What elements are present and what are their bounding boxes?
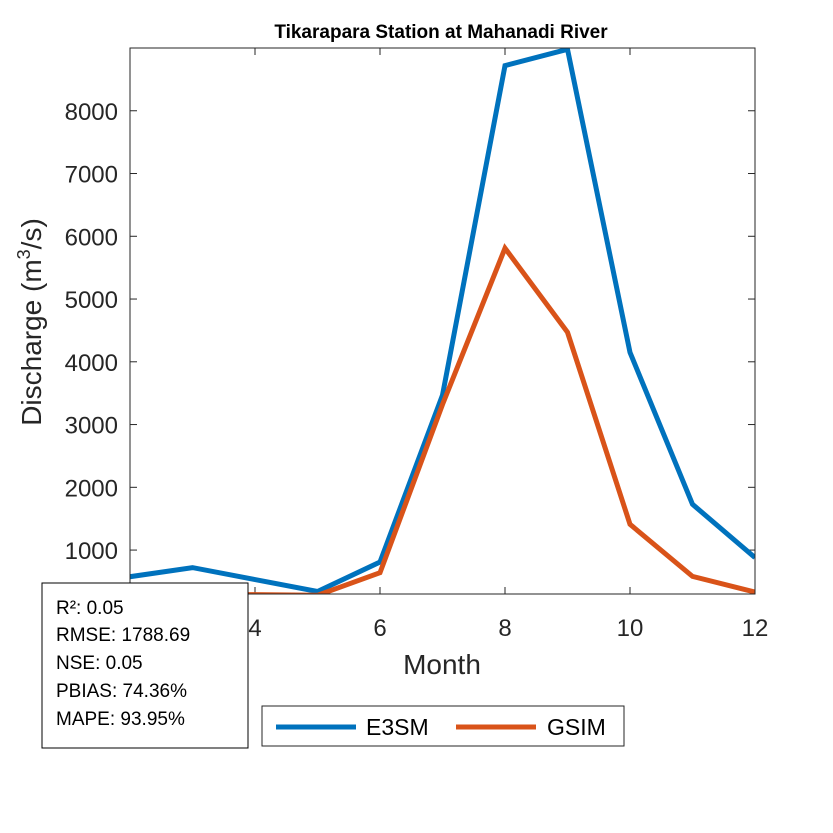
- series-line-e3sm: [130, 48, 755, 594]
- x-tick-label: 12: [742, 615, 769, 642]
- legend: E3SM GSIM: [261, 705, 625, 747]
- chart-title: Tikarapara Station at Mahanadi River: [274, 22, 608, 43]
- y-axis-label-tail: /s): [16, 218, 47, 249]
- stat-nse: NSE: 0.05: [56, 653, 143, 674]
- x-tick-label: 4: [248, 615, 261, 642]
- x-tick-label: 6: [373, 615, 386, 642]
- legend-label-gsim: GSIM: [547, 714, 606, 740]
- x-tick-label: 10: [617, 615, 644, 642]
- y-tick-label: 7000: [65, 162, 118, 189]
- y-axis-label: Discharge (m3/s): [14, 218, 47, 426]
- stat-rmse: RMSE: 1788.69: [56, 625, 190, 646]
- stat-mape: MAPE: 93.95%: [56, 709, 185, 730]
- x-tick-label: 8: [498, 615, 511, 642]
- plot-frame: [129, 47, 756, 595]
- y-tick-label: 4000: [65, 350, 118, 377]
- legend-label-e3sm: E3SM: [366, 714, 429, 740]
- y-axis-label-main: Discharge (m: [16, 259, 47, 425]
- y-tick-label: 6000: [65, 224, 118, 251]
- y-axis-ticks: 1000 2000 3000 4000 5000 6000 7000 8000: [65, 99, 755, 565]
- y-tick-label: 8000: [65, 99, 118, 126]
- stats-box: R²: 0.05 RMSE: 1788.69 NSE: 0.05 PBIAS: …: [41, 582, 249, 749]
- y-tick-label: 3000: [65, 413, 118, 440]
- series-line-gsim: [130, 243, 755, 594]
- stat-r2: R²: 0.05: [56, 598, 124, 619]
- y-tick-label: 5000: [65, 287, 118, 314]
- x-axis-ticks: 24681012: [123, 48, 768, 642]
- y-axis-label-superscript: 3: [14, 249, 34, 259]
- y-tick-label: 1000: [65, 538, 118, 565]
- stat-pbias: PBIAS: 74.36%: [56, 681, 187, 702]
- y-tick-label: 2000: [65, 475, 118, 502]
- series-lines: [130, 48, 755, 594]
- x-axis-label: Month: [403, 649, 481, 680]
